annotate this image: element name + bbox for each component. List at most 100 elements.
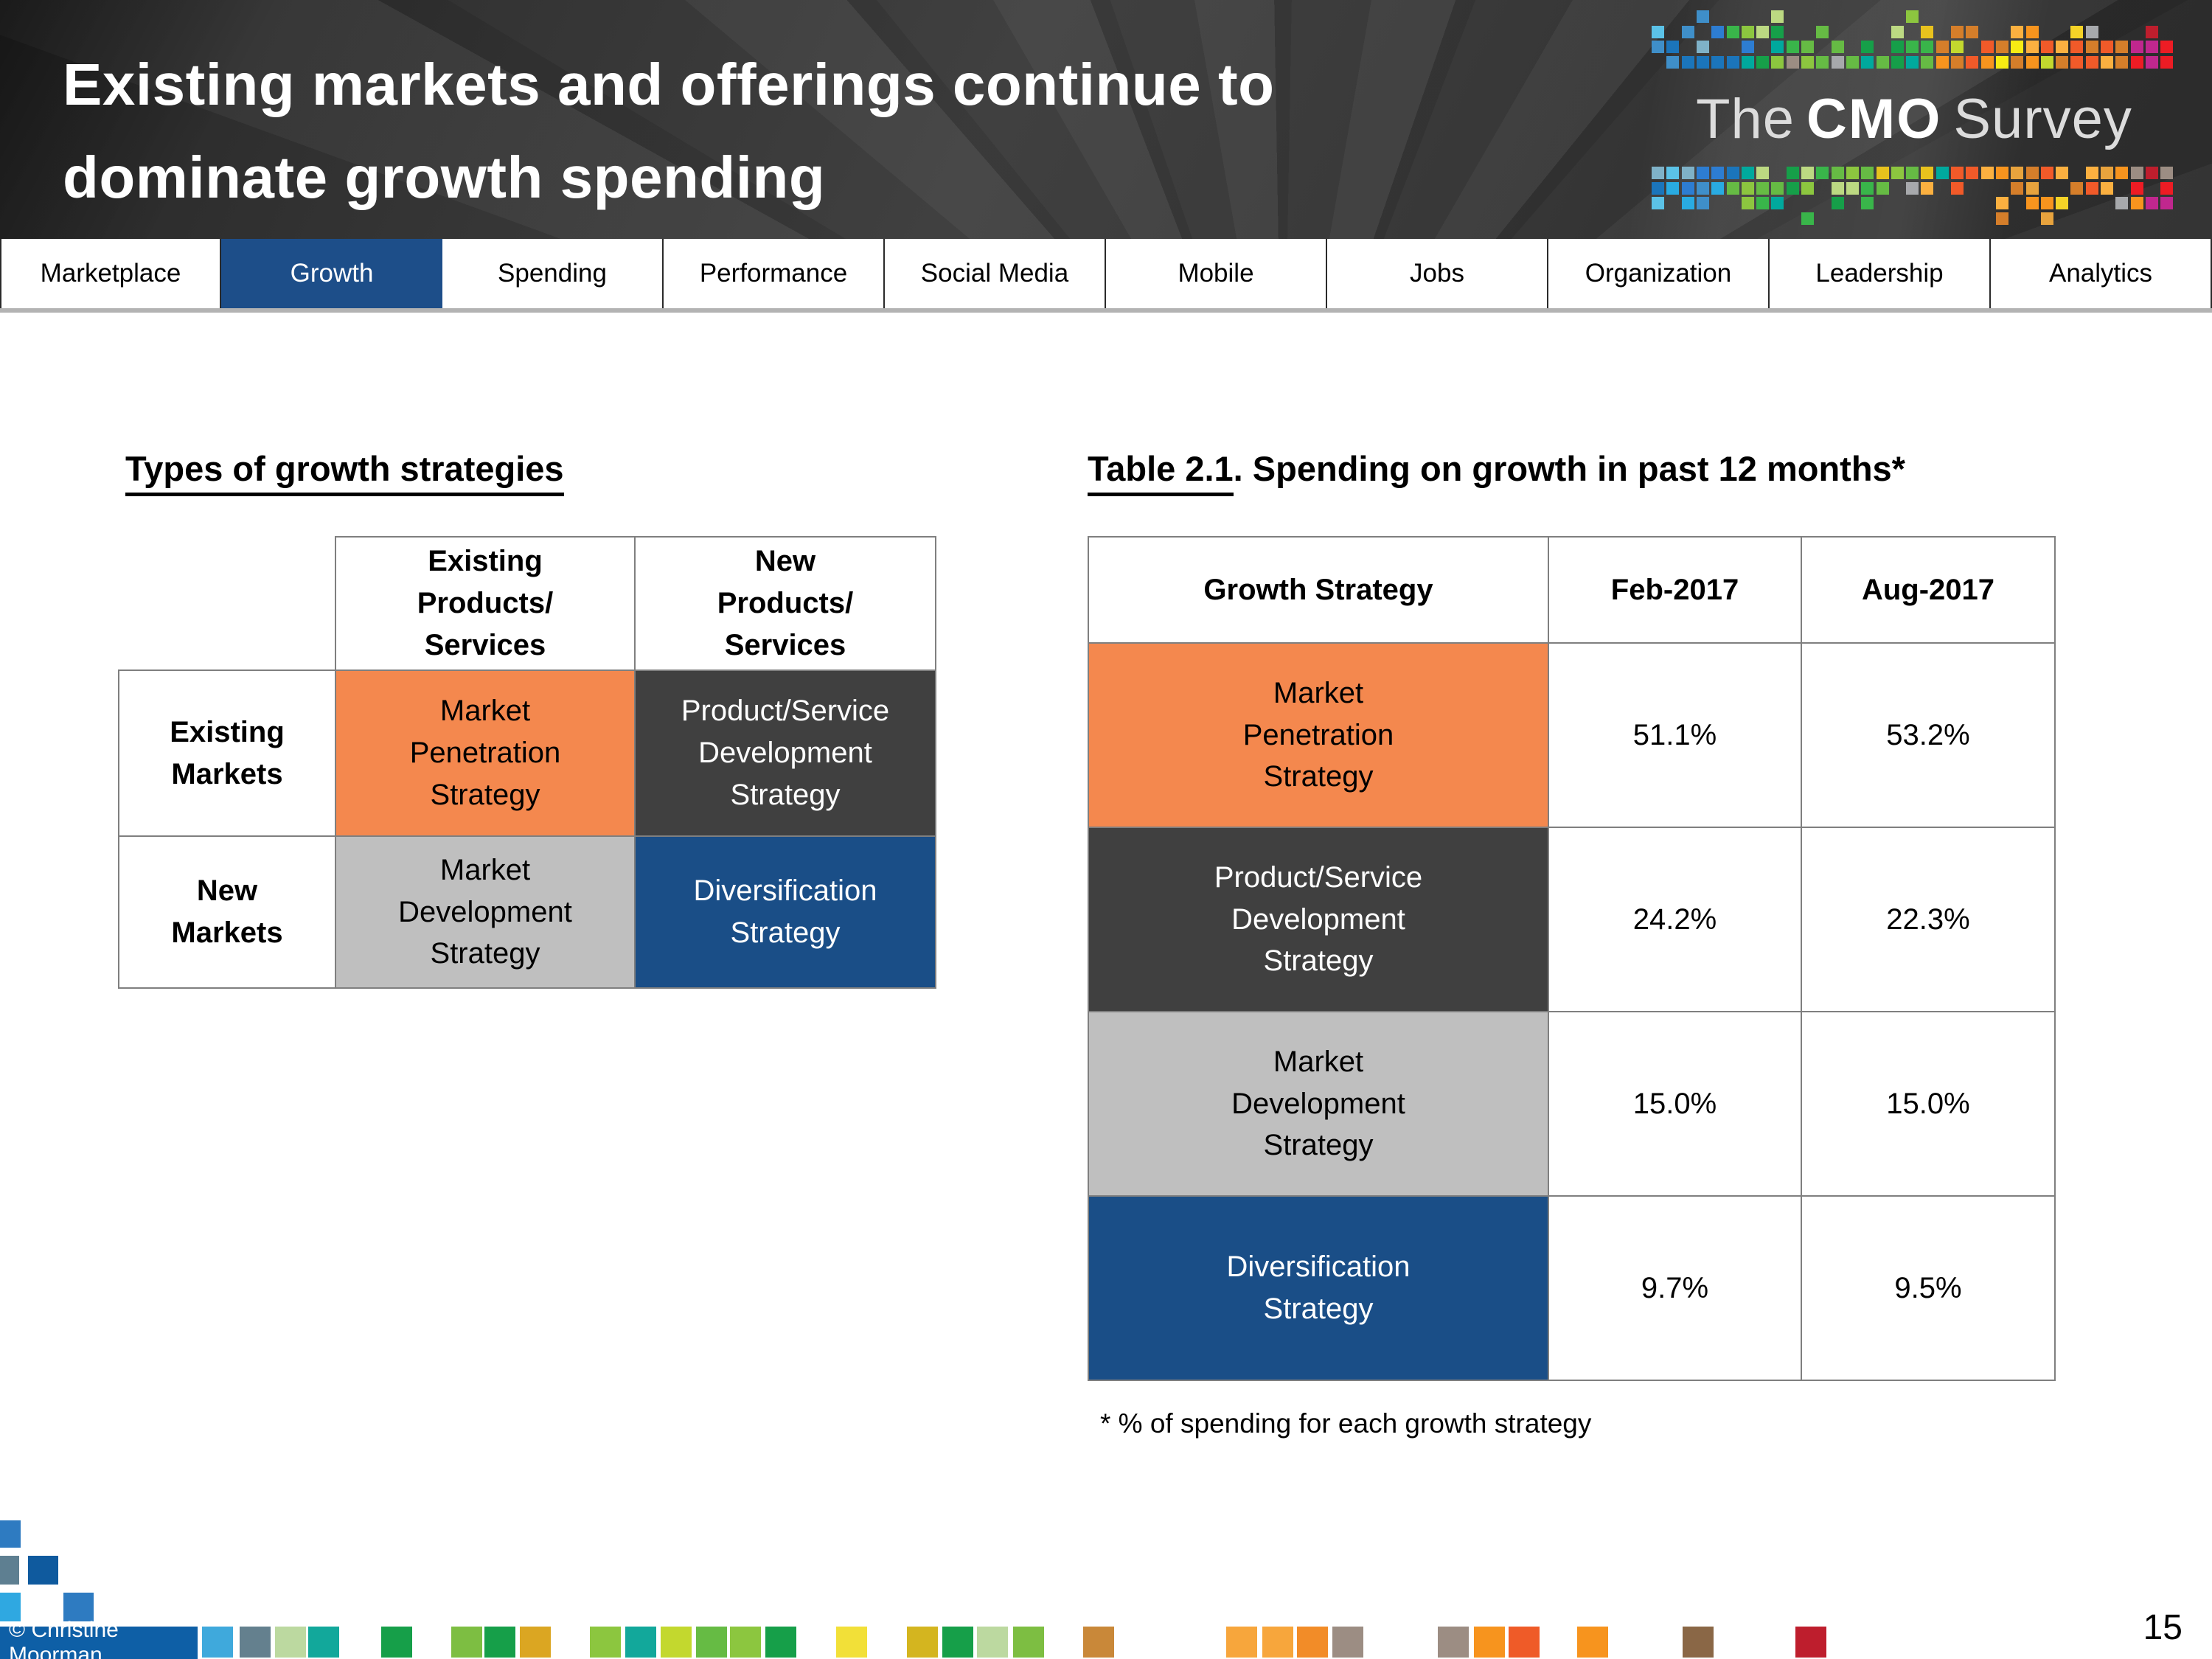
- corner-logo-square: [63, 1593, 94, 1621]
- matrix-corner-cell: [119, 537, 335, 670]
- mosaic-square: [1711, 25, 1725, 38]
- mosaic-square: [1831, 197, 1844, 209]
- logo-cmo: CMO: [1806, 87, 1942, 150]
- strip-square: [275, 1627, 306, 1658]
- value-product-service-feb: 24.2%: [1548, 827, 1802, 1012]
- strip-square: [942, 1627, 973, 1658]
- mosaic-square: [2101, 41, 2113, 53]
- mosaic-square: [1891, 55, 1904, 69]
- mosaic-square: [2040, 167, 2053, 179]
- mosaic-square: [1696, 181, 1709, 195]
- mosaic-square: [2160, 41, 2174, 53]
- matrix-col-header-new-products: New Products/ Services: [634, 536, 936, 671]
- mosaic-square: [2070, 41, 2084, 53]
- strip-square: [308, 1627, 339, 1658]
- tab-jobs[interactable]: Jobs: [1327, 239, 1548, 308]
- tab-leadership[interactable]: Leadership: [1770, 239, 1991, 308]
- strip-square: [484, 1627, 515, 1658]
- mosaic-square: [1741, 41, 1754, 53]
- strip-square: [1438, 1627, 1469, 1658]
- strip-square: [625, 1627, 656, 1658]
- strip-square: [590, 1627, 621, 1658]
- mosaic-square: [1816, 167, 1829, 179]
- mosaic-square: [1921, 41, 1934, 53]
- mosaic-square: [2011, 25, 2024, 38]
- col-header-feb-2017: Feb-2017: [1548, 536, 1802, 644]
- mosaic-square: [1741, 197, 1754, 209]
- mosaic-square: [2056, 167, 2069, 179]
- mosaic-square: [1726, 181, 1739, 195]
- mosaic-square: [1861, 55, 1874, 69]
- mosaic-square: [1921, 25, 1934, 38]
- mosaic-square: [2011, 167, 2024, 179]
- mosaic-square: [1681, 55, 1694, 69]
- tab-growth[interactable]: Growth: [221, 239, 442, 308]
- mosaic-square: [1891, 41, 1904, 53]
- mosaic-square: [1876, 167, 1889, 179]
- corner-logo-square: [28, 1556, 58, 1585]
- value-market-development-aug: 15.0%: [1801, 1011, 2056, 1197]
- mosaic-square: [1756, 25, 1770, 38]
- tab-mobile[interactable]: Mobile: [1106, 239, 1327, 308]
- tab-performance[interactable]: Performance: [664, 239, 885, 308]
- strip-square: [1332, 1627, 1363, 1658]
- slide-title-line2: dominate growth spending: [63, 145, 826, 211]
- mosaic-square: [2040, 41, 2053, 53]
- mosaic-square: [1891, 25, 1904, 38]
- slide-title-line1: Existing markets and offerings continue …: [63, 52, 1275, 117]
- mosaic-square: [1681, 181, 1694, 195]
- tab-marketplace[interactable]: Marketplace: [0, 239, 221, 308]
- header-banner: Existing markets and offerings continue …: [0, 0, 2212, 239]
- mosaic-square: [2145, 41, 2158, 53]
- mosaic-square: [1966, 55, 1979, 69]
- value-market-development-feb: 15.0%: [1548, 1011, 1802, 1197]
- mosaic-square: [1666, 55, 1680, 69]
- mosaic-square: [1951, 25, 1964, 38]
- mosaic-square: [1786, 41, 1799, 53]
- strip-square: [1262, 1627, 1293, 1658]
- tab-social-media[interactable]: Social Media: [885, 239, 1106, 308]
- mosaic-square: [1771, 41, 1784, 53]
- mosaic-square: [2130, 41, 2143, 53]
- strip-square: [661, 1627, 692, 1658]
- mosaic-square: [1786, 167, 1799, 179]
- tab-analytics[interactable]: Analytics: [1991, 239, 2212, 308]
- mosaic-square: [1681, 167, 1694, 179]
- matrix-col-header-existing-products: Existing Products/ Services: [335, 536, 636, 671]
- mosaic-square: [1861, 197, 1874, 209]
- mosaic-square: [1711, 167, 1725, 179]
- mosaic-square: [2025, 41, 2039, 53]
- mosaic-square: [1921, 55, 1934, 69]
- mosaic-square: [2025, 197, 2039, 209]
- mosaic-square: [2025, 55, 2039, 69]
- matrix-row-header-new-markets: New Markets: [118, 835, 336, 989]
- mosaic-square: [2115, 197, 2129, 209]
- mosaic-square: [1995, 167, 2008, 179]
- page-number: 15: [2143, 1608, 2183, 1647]
- mosaic-square: [1831, 55, 1844, 69]
- col-header-growth-strategy: Growth Strategy: [1088, 536, 1549, 644]
- section-tab-bar: Marketplace Growth Spending Performance …: [0, 239, 2212, 308]
- mosaic-square: [1681, 197, 1694, 209]
- mosaic-square: [1681, 25, 1694, 38]
- right-section-heading: Table 2.1. Spending on growth in past 12…: [1088, 448, 1905, 496]
- mosaic-square: [1756, 181, 1770, 195]
- mosaic-square: [2025, 167, 2039, 179]
- strip-square: [1474, 1627, 1505, 1658]
- col-header-aug-2017: Aug-2017: [1801, 536, 2056, 644]
- mosaic-square: [1771, 55, 1784, 69]
- table-row: Market Penetration Strategy 51.1% 53.2%: [1088, 642, 2056, 828]
- table-row: Product/Service Development Strategy 24.…: [1088, 827, 2056, 1012]
- mosaic-square: [2056, 197, 2069, 209]
- tab-organization[interactable]: Organization: [1548, 239, 1770, 308]
- cmo-survey-logo: The CMO Survey: [1644, 0, 2183, 239]
- tab-spending[interactable]: Spending: [442, 239, 664, 308]
- mosaic-square: [2085, 55, 2098, 69]
- mosaic-square: [2040, 197, 2053, 209]
- mosaic-square: [2145, 167, 2158, 179]
- mosaic-square: [1666, 181, 1680, 195]
- mosaic-square: [2130, 167, 2143, 179]
- row-label-product-service-development: Product/Service Development Strategy: [1088, 827, 1549, 1012]
- mosaic-square: [2101, 55, 2113, 69]
